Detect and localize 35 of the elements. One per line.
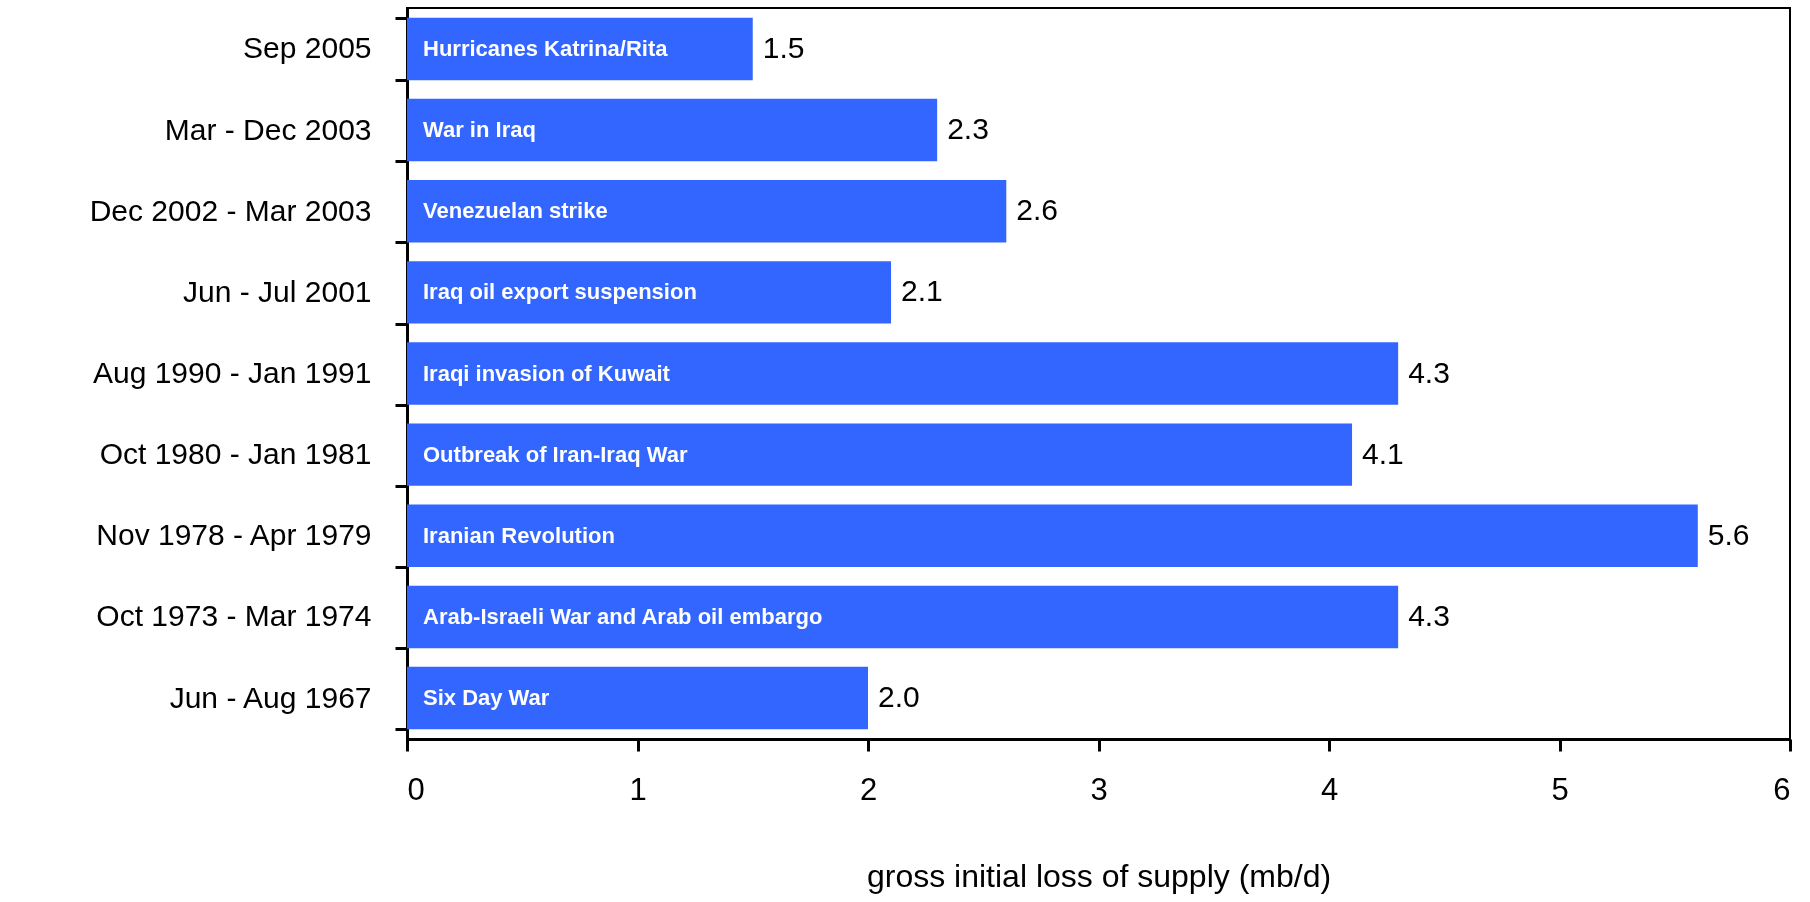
- x-tick-label: 0: [407, 771, 425, 807]
- data-label: 1.5: [762, 30, 805, 64]
- y-tick-label: Mar - Dec 2003: [164, 112, 372, 146]
- y-tick-label: Aug 1990 - Jan 1991: [92, 356, 372, 389]
- annotation: Iraq oil export suspension: [423, 279, 697, 305]
- annotation: Arab-Israeli War and Arab oil embargo: [423, 603, 823, 629]
- x-tick-label: 2: [859, 771, 878, 807]
- data-label: 2.6: [1016, 193, 1059, 227]
- data-label: 2.3: [947, 112, 989, 146]
- data-label: 2.0: [878, 680, 920, 714]
- annotation: Outbreak of Iran-Iraq War: [423, 441, 688, 467]
- y-tick-label: Jun - Jul 2001: [183, 274, 372, 308]
- annotation: War in Iraq: [423, 117, 536, 143]
- y-tick-label: Sep 2005: [243, 31, 372, 65]
- data-label: 2.1: [901, 274, 943, 308]
- y-tick-label: Jun - Aug 1967: [169, 680, 372, 714]
- y-tick-label: Nov 1978 - Apr 1979: [96, 518, 372, 552]
- x-tick-label: 6: [1773, 771, 1791, 807]
- y-tick-label: Oct 1980 - Jan 1981: [99, 437, 372, 471]
- x-axis-title: gross initial loss of supply (mb/d): [866, 857, 1332, 894]
- annotation: Iranian Revolution: [423, 522, 615, 548]
- data-label: 4.3: [1408, 598, 1450, 632]
- annotation: Six Day War: [423, 685, 550, 711]
- data-label: 4.1: [1362, 436, 1404, 470]
- data-label: 5.6: [1707, 517, 1750, 551]
- data-label: 4.3: [1408, 355, 1450, 389]
- y-tick-label: Oct 1973 - Mar 1974: [96, 599, 372, 633]
- annotation: Hurricanes Katrina/Rita: [423, 35, 669, 61]
- x-tick-label: 5: [1551, 771, 1569, 807]
- x-tick-label: 1: [629, 771, 647, 807]
- x-tick-label: 4: [1320, 771, 1339, 807]
- annotation: Venezuelan strike: [423, 198, 608, 224]
- y-tick-label: Dec 2002 - Mar 2003: [89, 193, 372, 227]
- x-tick-label: 3: [1090, 771, 1108, 807]
- annotation: Iraqi invasion of Kuwait: [423, 360, 671, 386]
